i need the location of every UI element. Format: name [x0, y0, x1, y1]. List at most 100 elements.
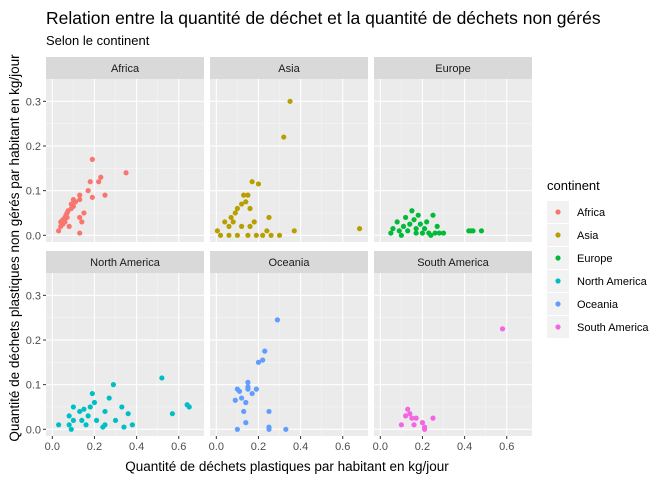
data-point-europe: [398, 232, 404, 238]
data-point-europe: [405, 228, 411, 234]
legend-swatch: [555, 278, 561, 284]
y-tick-label: 0.2: [26, 141, 41, 153]
data-point-north-america: [169, 411, 175, 417]
data-point-asia: [276, 232, 283, 238]
data-point-asia: [214, 228, 220, 234]
panel-background: [46, 79, 204, 242]
panel-background: [210, 273, 368, 436]
data-point-north-america: [56, 422, 62, 428]
x-axis-tick-labels: 0.0 0.2 0.4 0.6 0.0 0.2 0.4 0.6 0.0 0.2 0.4 0.6: [45, 436, 514, 453]
data-point-europe: [407, 221, 413, 227]
data-point-europe: [417, 221, 423, 227]
data-point-north-america: [159, 375, 165, 381]
chart-title: Relation entre la quantité de déchet et …: [46, 8, 601, 28]
facet-strip: [374, 57, 532, 79]
data-point-oceania: [266, 424, 272, 430]
data-point-asia: [245, 232, 251, 238]
data-point-oceania: [239, 395, 245, 401]
data-point-north-america: [77, 408, 83, 415]
data-point-south-america: [409, 415, 415, 421]
data-point-asia: [226, 223, 232, 229]
data-point-europe: [432, 230, 438, 236]
data-point-africa: [77, 196, 83, 203]
data-point-north-america: [186, 404, 192, 410]
data-point-south-america: [499, 326, 506, 332]
legend-swatch: [555, 209, 561, 215]
data-point-africa: [77, 192, 83, 198]
data-point-oceania: [245, 386, 251, 392]
data-point-oceania: [266, 408, 272, 415]
data-point-asia: [245, 192, 251, 198]
data-point-africa: [123, 170, 129, 176]
x-tick-label: 0.4: [293, 441, 308, 453]
legend-swatch: [555, 301, 561, 307]
y-axis-tick-labels: 0.0 0.1 0.2 0.3 0.0 0.1 0.2 0.3: [26, 96, 46, 436]
data-point-europe: [428, 232, 434, 238]
legend-title: continent: [547, 178, 600, 193]
data-point-north-america: [70, 417, 76, 423]
data-point-north-america: [106, 395, 112, 401]
data-point-africa: [96, 179, 102, 185]
data-point-asia: [255, 181, 262, 187]
data-point-africa: [70, 203, 76, 209]
data-point-north-america: [66, 422, 72, 428]
data-point-south-america: [405, 406, 411, 412]
data-point-asia: [247, 205, 253, 212]
x-tick-label: 0.2: [87, 441, 102, 453]
chart-subtitle: Selon le continent: [46, 33, 150, 48]
legend-item-oceania: Oceania: [547, 293, 619, 315]
data-point-north-america: [91, 399, 98, 406]
data-point-oceania: [243, 399, 249, 406]
data-point-africa: [77, 230, 83, 236]
data-point-south-america: [421, 424, 428, 430]
facet-strip-label: Oceania: [269, 257, 311, 269]
data-point-europe: [440, 230, 447, 236]
legend-label: Asia: [577, 230, 599, 242]
data-point-oceania: [255, 359, 262, 365]
legend-swatch: [555, 255, 561, 261]
facet-strip-label: South America: [417, 257, 489, 269]
data-point-north-america: [85, 413, 91, 419]
data-point-africa: [81, 210, 87, 216]
x-axis-title: Quantité de déchets plastiques par habit…: [125, 459, 449, 474]
data-point-south-america: [403, 413, 409, 419]
data-point-oceania: [260, 357, 266, 363]
data-point-north-america: [125, 411, 131, 417]
legend-swatch: [555, 232, 561, 238]
facet-south-america: South America: [374, 251, 532, 436]
legend-item-asia: Asia: [547, 224, 599, 246]
facet-strip: [210, 57, 368, 79]
data-point-africa: [62, 219, 68, 225]
data-point-south-america: [407, 411, 413, 417]
data-point-north-america: [70, 404, 76, 410]
data-point-europe: [394, 219, 400, 225]
y-tick-label: 0.3: [26, 96, 41, 108]
x-tick-label: 0.2: [415, 441, 430, 453]
facet-north-america: North America: [46, 251, 204, 436]
data-point-europe: [434, 223, 440, 229]
facet-strip-label: North America: [90, 257, 161, 269]
y-axis-title: Quantité de déchets plastiques non gérés…: [7, 54, 22, 442]
data-point-asia: [226, 232, 232, 238]
legend-item-south-america: South America: [547, 316, 649, 338]
data-point-africa: [72, 199, 79, 205]
facet-strip-label: Europe: [435, 63, 470, 75]
data-point-asia: [234, 232, 240, 238]
data-point-asia: [239, 201, 245, 207]
data-point-europe: [396, 228, 402, 234]
data-point-oceania: [249, 390, 255, 397]
data-point-asia: [266, 214, 272, 221]
data-point-north-america: [66, 413, 72, 419]
x-tick-label: 0.0: [373, 441, 388, 453]
data-point-asia: [217, 232, 224, 238]
x-tick-label: 0.6: [335, 441, 350, 453]
legend-swatch: [555, 324, 561, 330]
data-point-europe: [413, 230, 419, 236]
data-point-oceania: [241, 408, 247, 415]
data-point-asia: [253, 232, 259, 238]
data-point-asia: [251, 219, 257, 225]
x-tick-label: 0.6: [499, 441, 514, 453]
data-point-south-america: [430, 415, 436, 421]
data-point-asia: [287, 98, 293, 104]
data-point-oceania: [236, 388, 243, 394]
